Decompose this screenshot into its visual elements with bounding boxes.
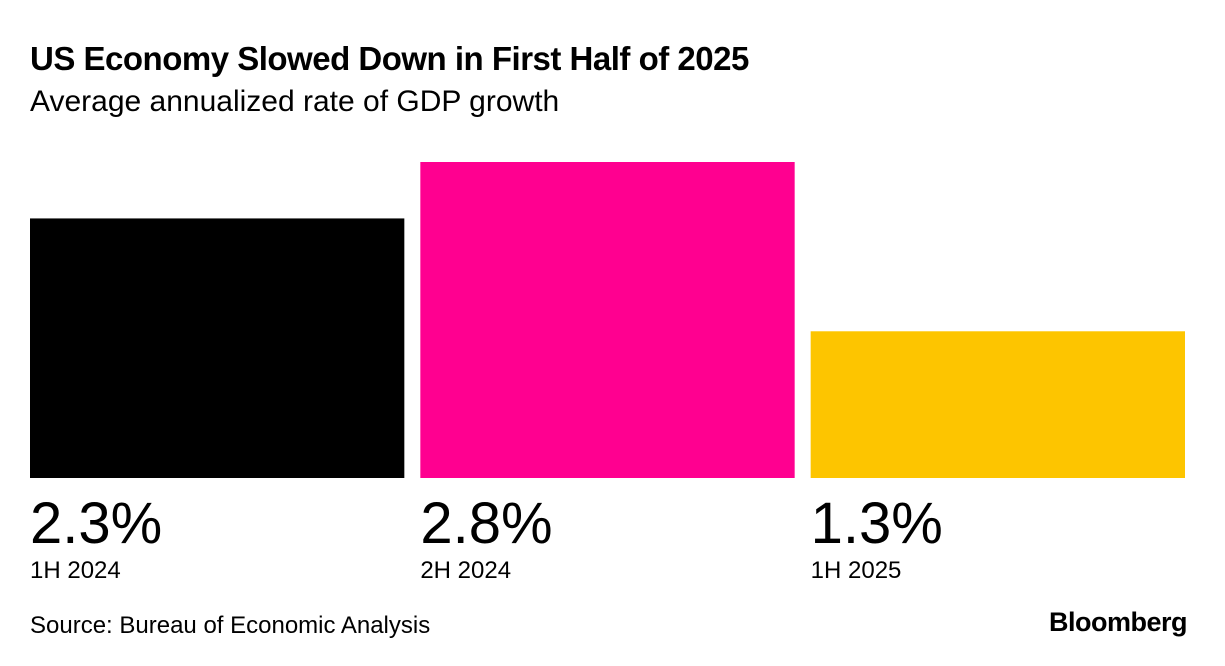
category-label: 1H 2025 xyxy=(811,557,902,584)
bar-1h-2025 xyxy=(810,331,1185,478)
bar-chart: 2.3%1H 2024 2.8%2H 2024 1.3%1H 2025 xyxy=(30,162,1185,584)
bar-2h-2024 xyxy=(420,162,795,478)
source-note: Source: Bureau of Economic Analysis xyxy=(30,612,431,639)
category-label: 1H 2024 xyxy=(30,557,121,584)
category-label: 2H 2024 xyxy=(420,557,511,584)
chart-subtitle: Average annualized rate of GDP growth xyxy=(30,85,560,118)
bloomberg-logo: Bloomberg xyxy=(1048,607,1188,637)
value-label: 2.3% xyxy=(30,491,162,556)
value-label: 2.8% xyxy=(420,491,552,556)
bar-1h-2024 xyxy=(30,218,405,478)
value-label: 1.3% xyxy=(811,491,943,556)
chart-title: US Economy Slowed Down in First Half of … xyxy=(30,40,749,77)
